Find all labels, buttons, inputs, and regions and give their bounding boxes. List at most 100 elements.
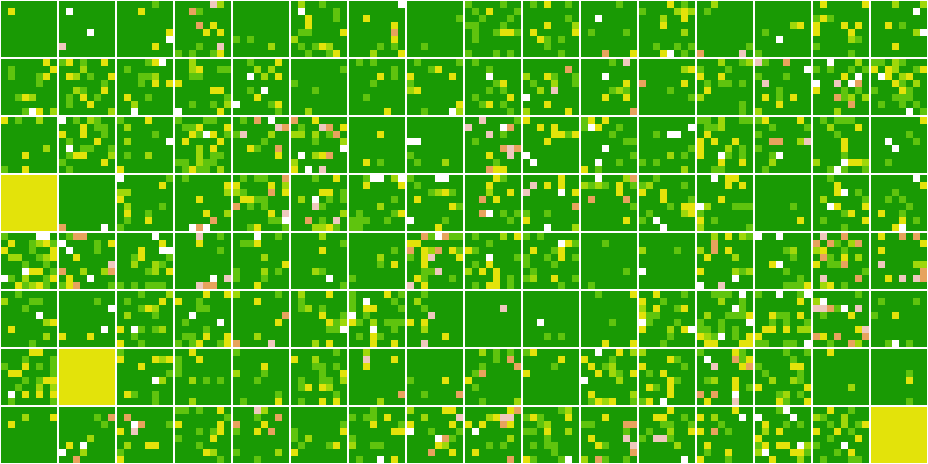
board-tile[interactable] xyxy=(465,59,521,115)
board-tile[interactable] xyxy=(175,59,231,115)
tile-cell xyxy=(913,73,920,80)
board-tile[interactable] xyxy=(523,117,579,173)
board-tile[interactable] xyxy=(233,1,289,57)
tile-cell xyxy=(885,138,892,145)
board-tile[interactable] xyxy=(175,1,231,57)
board-tile[interactable] xyxy=(291,1,347,57)
board-tile[interactable] xyxy=(755,175,811,231)
tile-cell xyxy=(291,22,298,29)
board-tile[interactable] xyxy=(349,233,405,289)
board-tile[interactable] xyxy=(465,175,521,231)
tile-cell xyxy=(421,138,428,145)
tile-cell xyxy=(319,247,326,254)
board-tile[interactable] xyxy=(349,1,405,57)
tile-cell xyxy=(456,159,463,166)
board-tile[interactable] xyxy=(175,233,231,289)
board-tile[interactable] xyxy=(697,117,753,173)
tile-cell xyxy=(282,50,289,57)
board-tile[interactable] xyxy=(233,117,289,173)
board-tile[interactable] xyxy=(1,117,57,173)
board-tile[interactable] xyxy=(59,117,115,173)
board-tile[interactable] xyxy=(813,1,869,57)
board-tile[interactable] xyxy=(639,117,695,173)
board-tile[interactable] xyxy=(697,1,753,57)
board-tile[interactable] xyxy=(755,117,811,173)
tile-cell xyxy=(166,145,173,152)
board-tile[interactable] xyxy=(581,117,637,173)
tile-cell xyxy=(421,261,428,268)
board-tile[interactable] xyxy=(639,1,695,57)
tile-cell xyxy=(22,59,29,66)
board-tile[interactable] xyxy=(813,59,869,115)
board-tile[interactable] xyxy=(175,175,231,231)
board-tile[interactable] xyxy=(755,1,811,57)
board-tile[interactable] xyxy=(755,59,811,115)
board-tile[interactable] xyxy=(407,117,463,173)
board-tile[interactable] xyxy=(117,1,173,57)
board-tile[interactable] xyxy=(813,117,869,173)
board-tile[interactable] xyxy=(465,1,521,57)
board-tile[interactable] xyxy=(291,175,347,231)
tile-cell xyxy=(827,108,834,115)
board-tile[interactable] xyxy=(233,233,289,289)
board-tile[interactable] xyxy=(465,233,521,289)
board-tile[interactable] xyxy=(871,117,927,173)
board-tile[interactable] xyxy=(581,1,637,57)
board-tile[interactable] xyxy=(1,175,57,231)
board-tile[interactable] xyxy=(349,117,405,173)
tile-cell xyxy=(233,8,240,15)
board-tile[interactable] xyxy=(1,233,57,289)
board-tile[interactable] xyxy=(117,233,173,289)
board-tile[interactable] xyxy=(523,1,579,57)
board-tile[interactable] xyxy=(871,175,927,231)
board-tile[interactable] xyxy=(407,233,463,289)
board-tile[interactable] xyxy=(1,59,57,115)
board-tile[interactable] xyxy=(581,59,637,115)
board-tile[interactable] xyxy=(59,1,115,57)
board-tile[interactable] xyxy=(117,59,173,115)
board-tile[interactable] xyxy=(639,59,695,115)
tile-cell xyxy=(131,108,138,115)
board-tile[interactable] xyxy=(291,59,347,115)
tile-cell xyxy=(282,152,289,159)
board-tile[interactable] xyxy=(639,233,695,289)
board-tile[interactable] xyxy=(697,175,753,231)
board-tile[interactable] xyxy=(639,175,695,231)
tile-cell xyxy=(523,159,530,166)
board-tile[interactable] xyxy=(465,117,521,173)
board-tile[interactable] xyxy=(813,175,869,231)
board-tile[interactable] xyxy=(349,59,405,115)
board-tile[interactable] xyxy=(59,175,115,231)
board-tile[interactable] xyxy=(871,59,927,115)
board-tile[interactable] xyxy=(871,1,927,57)
board-tile[interactable] xyxy=(1,1,57,57)
board-tile[interactable] xyxy=(407,1,463,57)
board-tile[interactable] xyxy=(291,117,347,173)
board-tile[interactable] xyxy=(233,59,289,115)
board-tile[interactable] xyxy=(349,175,405,231)
board-tile[interactable] xyxy=(523,175,579,231)
tile-cell xyxy=(790,240,797,247)
tile-cell xyxy=(247,36,254,43)
board-tile[interactable] xyxy=(697,233,753,289)
tile-cell xyxy=(117,247,124,254)
board-tile[interactable] xyxy=(175,117,231,173)
board-tile[interactable] xyxy=(755,233,811,289)
board-tile[interactable] xyxy=(291,233,347,289)
board-tile[interactable] xyxy=(581,175,637,231)
board-tile[interactable] xyxy=(59,233,115,289)
tile-cell xyxy=(145,210,152,217)
board-tile[interactable] xyxy=(407,59,463,115)
tile-cell xyxy=(581,80,588,87)
board-tile[interactable] xyxy=(697,59,753,115)
tile-cell xyxy=(486,166,493,173)
board-tile[interactable] xyxy=(523,233,579,289)
board-tile[interactable] xyxy=(117,175,173,231)
board-tile[interactable] xyxy=(581,233,637,289)
board-tile[interactable] xyxy=(407,175,463,231)
board-tile[interactable] xyxy=(233,175,289,231)
board-tile[interactable] xyxy=(117,117,173,173)
board-tile[interactable] xyxy=(523,59,579,115)
board-tile[interactable] xyxy=(59,59,115,115)
tile-cell xyxy=(449,117,456,124)
